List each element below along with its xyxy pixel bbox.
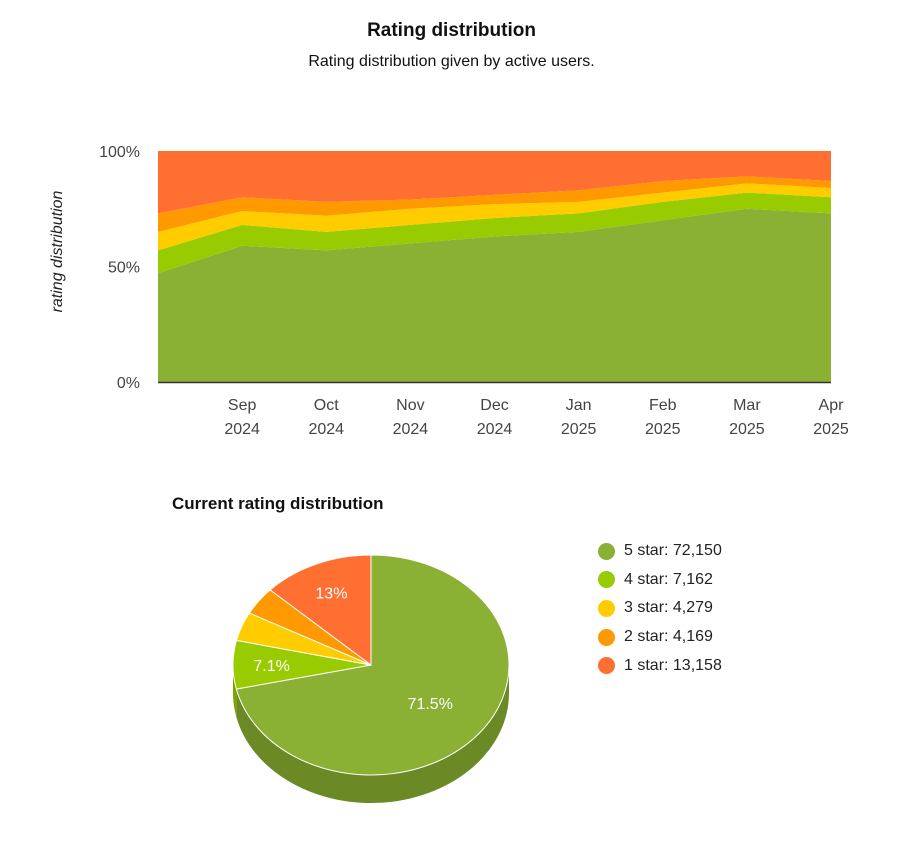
area-series-1 [158,208,831,382]
legend-item[interactable]: 4 star: 7,162 [598,566,722,595]
area-series-5 [158,151,831,214]
legend-label: 3 star: 4,279 [624,599,713,617]
pie-chart-title: Current rating distribution [172,494,384,513]
legend-label: 5 star: 72,150 [624,542,722,560]
legend-swatch [598,599,615,617]
pie-pct-label: 13% [315,585,347,602]
chart-subtitle: Rating distribution given by active user… [308,53,595,70]
pie-pct-label: 7.1% [253,658,289,675]
legend-swatch [598,542,615,560]
x-tick-label: Feb 2025 [645,397,681,438]
pie-slice-5-star [235,554,510,776]
legend-swatch [598,628,615,646]
chart-title: Rating distribution [367,20,536,41]
legend-label: 1 star: 13,158 [624,656,722,674]
legend-label: 2 star: 4,169 [624,628,713,646]
pie-chart: 71.5% 7.1% 13% [232,554,510,803]
legend-item[interactable]: 2 star: 4,169 [598,623,722,652]
legend-swatch [598,657,615,675]
legend-label: 4 star: 7,162 [624,570,713,588]
x-tick-label: Apr 2025 [813,397,849,438]
area-series-4 [158,176,831,232]
x-tick-label: Dec 2024 [477,397,513,438]
x-tick-label: Mar 2025 [729,397,765,438]
y-tick-label: 50% [108,260,140,277]
x-tick-label: Jan 2025 [561,397,597,438]
area-chart: 0% 50% 100% rating distribution Sep 2024 Oct 20… [49,144,849,438]
area-series-3 [158,183,831,251]
legend-item[interactable]: 5 star: 72,150 [598,537,722,566]
x-tick-label: Sep 2024 [224,397,260,438]
legend-item[interactable]: 1 star: 13,158 [598,651,722,680]
legend-swatch [598,571,615,589]
x-tick-label: Oct 2024 [308,397,344,438]
area-series-2 [158,192,831,274]
y-tick-label: 100% [99,144,140,161]
y-axis-title: rating distribution [49,190,66,312]
legend-item[interactable]: 3 star: 4,279 [598,594,722,623]
pie-pct-label: 71.5% [408,696,453,713]
x-tick-label: Nov 2024 [393,397,429,438]
y-tick-label: 0% [117,375,140,392]
pie-slice-1-star [269,554,372,666]
pie-legend: 5 star: 72,150 4 star: 7,162 3 star: 4,279… [598,537,722,680]
pie-side-5-star [236,665,509,803]
